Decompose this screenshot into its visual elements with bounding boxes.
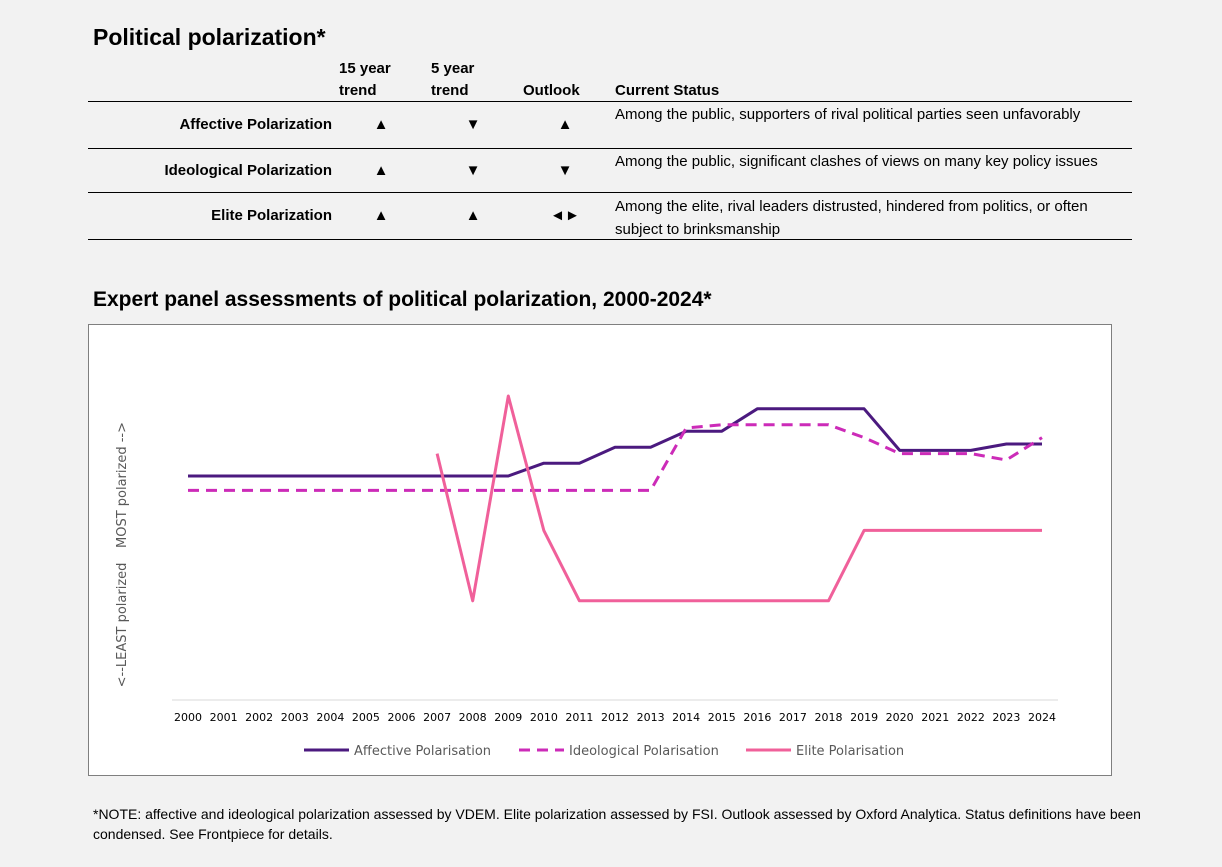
- trend-15-ideological-icon: ▲: [373, 162, 389, 179]
- header-15-year-trend: 15 year trend: [339, 60, 391, 99]
- trend-15-affective-icon: ▲: [373, 116, 389, 133]
- x-tick-label: 2001: [210, 711, 238, 724]
- row-label-ideological: Ideological Polarization: [164, 162, 332, 179]
- page-title: Political polarization*: [93, 24, 326, 50]
- series-line-ideological-polarisation: [188, 423, 1043, 492]
- x-tick-label: 2010: [530, 711, 558, 724]
- x-tick-label: 2006: [388, 711, 416, 724]
- outlook-elite-icon: ◄►: [550, 207, 580, 224]
- chart-area: MOST polarized --> <--LEAST polarized 20…: [88, 324, 1112, 776]
- x-tick-label: 2000: [174, 711, 202, 724]
- x-tick-label: 2008: [459, 711, 487, 724]
- trend-5-ideological-icon: ▼: [465, 162, 481, 179]
- row-label-affective: Affective Polarization: [179, 116, 332, 133]
- x-tick-label: 2021: [921, 711, 949, 724]
- legend-label: Ideological Polarisation: [569, 744, 719, 759]
- footnote: *NOTE: affective and ideological polariz…: [93, 806, 1141, 842]
- x-tick-label: 2004: [316, 711, 344, 724]
- legend-label: Affective Polarisation: [354, 744, 491, 759]
- outlook-ideological-icon: ▼: [557, 162, 573, 179]
- trend-5-affective-icon: ▼: [465, 116, 481, 133]
- x-tick-label: 2013: [637, 711, 665, 724]
- line-chart: MOST polarized --> <--LEAST polarized 20…: [115, 394, 1058, 759]
- x-tick-label: 2016: [743, 711, 771, 724]
- x-tick-label: 2002: [245, 711, 273, 724]
- trend-5-elite-icon: ▲: [465, 207, 481, 224]
- x-tick-label: 2019: [850, 711, 878, 724]
- x-tick-label: 2009: [494, 711, 522, 724]
- table-divider: [88, 192, 1132, 193]
- trend-15-elite-icon: ▲: [373, 207, 389, 224]
- x-tick-label: 2015: [708, 711, 736, 724]
- table-divider: [88, 148, 1132, 149]
- x-tick-label: 2014: [672, 711, 700, 724]
- header-5-year-trend: 5 year trend: [431, 60, 475, 99]
- y-axis-label-top: MOST polarized -->: [115, 422, 130, 548]
- x-tick-label: 2012: [601, 711, 629, 724]
- y-axis-label-bottom: <--LEAST polarized: [115, 563, 130, 688]
- row-label-elite: Elite Polarization: [211, 207, 332, 224]
- series-line-affective-polarisation: [188, 407, 1042, 478]
- status-affective: Among the public, supporters of rival po…: [615, 106, 1081, 123]
- x-tick-label: 2007: [423, 711, 451, 724]
- x-tick-label: 2003: [281, 711, 309, 724]
- header-current-status: Current Status: [615, 82, 720, 99]
- x-tick-label: 2017: [779, 711, 807, 724]
- outlook-affective-icon: ▲: [557, 116, 573, 133]
- table-divider: [88, 101, 1132, 102]
- x-tick-label: 2011: [565, 711, 593, 724]
- x-tick-label: 2022: [957, 711, 985, 724]
- x-tick-label: 2023: [992, 711, 1020, 724]
- x-tick-label: 2005: [352, 711, 380, 724]
- status-elite: Among the elite, rival leaders distruste…: [615, 198, 1088, 238]
- x-tick-label: 2020: [886, 711, 914, 724]
- header-outlook: Outlook: [523, 82, 580, 99]
- status-ideological: Among the public, significant clashes of…: [615, 153, 1098, 170]
- series-line-elite-polarisation: [435, 394, 1042, 603]
- table-divider: [88, 239, 1132, 240]
- x-tick-label: 2024: [1028, 711, 1056, 724]
- legend-label: Elite Polarisation: [796, 744, 904, 759]
- x-tick-label: 2018: [815, 711, 843, 724]
- chart-title: Expert panel assessments of political po…: [93, 288, 712, 311]
